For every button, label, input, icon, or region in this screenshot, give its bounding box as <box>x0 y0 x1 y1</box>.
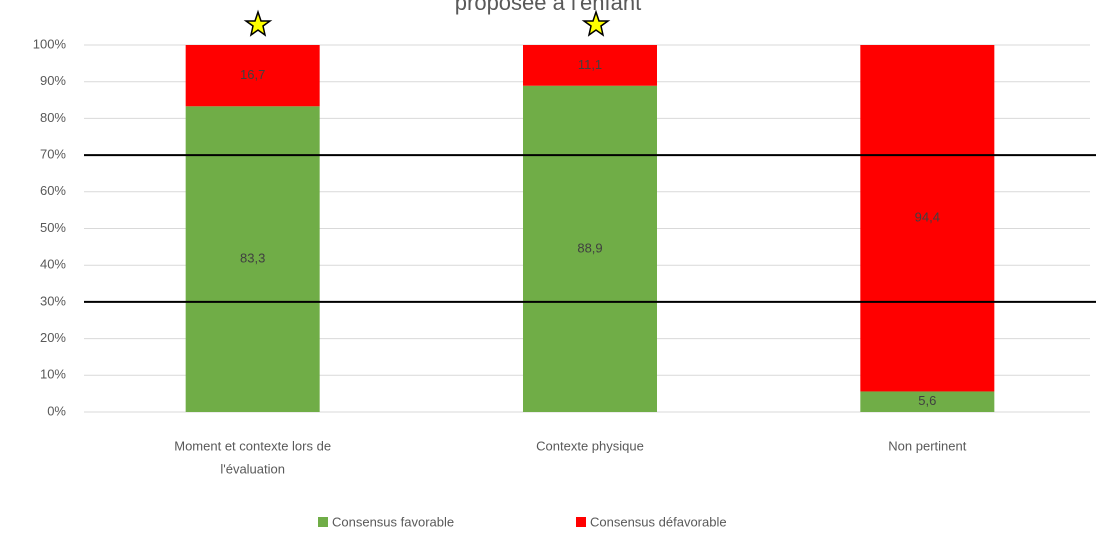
chart-title: proposée à l'enfant <box>455 0 641 15</box>
y-tick-label: 80% <box>40 110 66 125</box>
stars <box>243 9 611 37</box>
data-label: 94,4 <box>915 210 940 225</box>
y-tick-label: 0% <box>47 403 66 418</box>
y-tick-label: 60% <box>40 183 66 198</box>
x-tick-label: Moment et contexte lors de <box>174 438 331 453</box>
bar-segment <box>523 45 657 86</box>
y-tick-label: 40% <box>40 257 66 272</box>
legend-swatch <box>318 517 328 527</box>
bar-segment <box>185 45 320 107</box>
bar-segment <box>185 106 320 412</box>
x-tick-label: l'évaluation <box>220 461 285 476</box>
y-tick-label: 30% <box>40 293 66 308</box>
data-label: 83,3 <box>240 251 265 266</box>
y-tick-label: 100% <box>33 36 67 51</box>
bar-segment <box>523 85 657 412</box>
legend-swatch <box>576 517 586 527</box>
bar-segment <box>860 45 995 392</box>
y-tick-label: 10% <box>40 367 66 382</box>
data-label: 11,1 <box>578 57 602 72</box>
star <box>243 9 273 37</box>
bar-segment <box>860 391 995 412</box>
y-tick-label: 90% <box>40 73 66 88</box>
legend-label: Consensus favorable <box>332 514 454 529</box>
x-tick-label: Non pertinent <box>888 438 966 453</box>
star <box>581 9 611 37</box>
data-label: 88,9 <box>577 240 602 255</box>
y-tick-label: 20% <box>40 330 66 345</box>
legend-label: Consensus défavorable <box>590 514 727 529</box>
y-tick-label: 50% <box>40 220 66 235</box>
x-tick-label: Contexte physique <box>536 438 644 453</box>
data-label: 16,7 <box>240 67 265 82</box>
y-tick-label: 70% <box>40 147 66 162</box>
data-label: 5,6 <box>918 393 936 408</box>
